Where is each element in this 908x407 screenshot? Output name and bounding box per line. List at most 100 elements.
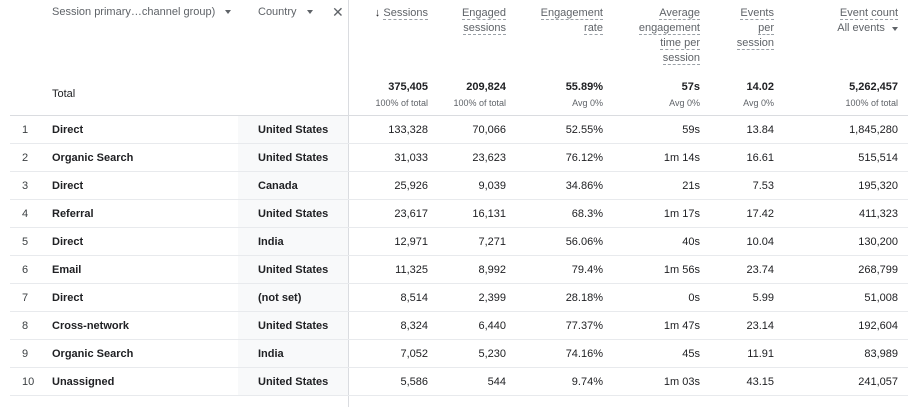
row-index: 7 (22, 292, 29, 304)
table-row[interactable]: 5 Direct India 12,971 7,271 56.06% 40s 10.04 130… (10, 228, 908, 256)
metric-header-event-count[interactable]: Event count All events (800, 6, 898, 36)
row-channel-group: Email (52, 264, 82, 276)
row-engaged-sessions: 9,039 (478, 180, 506, 192)
row-index: 1 (22, 124, 29, 136)
row-event-count: 130,200 (858, 236, 898, 248)
row-events-per-session: 16.61 (746, 152, 774, 164)
row-country: (not set) (258, 292, 302, 304)
row-sessions: 7,052 (400, 348, 428, 360)
table-row[interactable]: 8 Cross-network United States 8,324 6,440 77.… (10, 312, 908, 340)
total-value: 209,824 (466, 81, 506, 93)
total-event-count: 5,262,457 100% of total (800, 80, 898, 109)
row-sessions: 5,586 (400, 376, 428, 388)
row-engaged-sessions: 16,131 (472, 208, 506, 220)
row-events-per-session: 17.42 (746, 208, 774, 220)
row-engagement-rate: 52.55% (565, 124, 603, 136)
dimension-header-channel-group[interactable]: Session primary…channel group) (52, 6, 232, 18)
row-avg-engagement-time: 0s (688, 292, 700, 304)
row-avg-engagement-time: 40s (682, 236, 700, 248)
row-sessions: 8,324 (400, 320, 428, 332)
row-events-per-session: 23.14 (746, 320, 774, 332)
total-subtext: 100% of total (845, 98, 898, 108)
metric-header-label: per (758, 22, 774, 35)
metric-header-label: Events (740, 7, 774, 20)
metric-header-events-per-session[interactable]: Events per session (720, 6, 774, 51)
table-row[interactable]: 3 Direct Canada 25,926 9,039 34.86% 21s 7.53 195… (10, 172, 908, 200)
row-country: India (258, 236, 284, 248)
row-channel-group: Direct (52, 236, 84, 248)
table-row[interactable]: 4 Referral United States 23,617 16,131 68.3% 1… (10, 200, 908, 228)
dimension-column-shade (238, 116, 348, 396)
row-country: United States (258, 152, 329, 164)
row-engagement-rate: 68.3% (571, 208, 603, 220)
row-engaged-sessions: 23,623 (472, 152, 506, 164)
row-channel-group: Direct (52, 180, 84, 192)
metric-header-label: Event count (839, 7, 898, 20)
row-engaged-sessions: 8,992 (478, 264, 506, 276)
total-label: Total (52, 88, 76, 100)
metric-header-label: rate (584, 22, 603, 35)
row-country: United States (258, 124, 329, 136)
table-row[interactable]: 6 Email United States 11,325 8,992 79.4% 1m 56… (10, 256, 908, 284)
row-event-count: 83,989 (864, 348, 898, 360)
row-event-count: 51,008 (864, 292, 898, 304)
event-filter-dropdown[interactable]: All events (837, 22, 898, 34)
chevron-down-icon (225, 10, 232, 14)
row-event-count: 195,320 (858, 180, 898, 192)
metric-header-label: Engagement (540, 7, 603, 20)
total-value: 14.02 (746, 81, 774, 93)
row-engaged-sessions: 544 (487, 376, 506, 388)
total-value: 55.89% (565, 81, 603, 93)
metric-header-label: sessions (463, 22, 506, 35)
row-engaged-sessions: 7,271 (478, 236, 506, 248)
table-row[interactable]: 1 Direct United States 133,328 70,066 52.55% 5… (10, 116, 908, 144)
table-header: Session primary…channel group) Country ✕… (10, 0, 908, 116)
row-events-per-session: 7.53 (752, 180, 774, 192)
table-row[interactable]: 9 Organic Search India 7,052 5,230 74.16% 45s 1… (10, 340, 908, 368)
row-sessions: 25,926 (394, 180, 428, 192)
total-value: 375,405 (388, 81, 428, 93)
total-events-per-session: 14.02 Avg 0% (704, 80, 774, 109)
metric-header-label: Engaged (461, 7, 506, 20)
metric-header-sessions[interactable]: ↓ Sessions (368, 6, 428, 21)
row-index: 3 (22, 180, 29, 192)
metric-header-engaged-sessions[interactable]: Engaged sessions (446, 6, 506, 36)
row-engaged-sessions: 70,066 (472, 124, 506, 136)
table-row[interactable]: 10 Unassigned United States 5,586 544 9.74% 1m… (10, 368, 908, 396)
row-events-per-session: 11.91 (747, 348, 774, 360)
table-row[interactable]: 7 Direct (not set) 8,514 2,399 28.18% 0s 5.99 51… (10, 284, 908, 312)
row-country: United States (258, 376, 329, 388)
row-engagement-rate: 77.37% (565, 320, 603, 332)
row-engagement-rate: 56.06% (565, 236, 603, 248)
metric-header-label: session (662, 52, 700, 65)
row-events-per-session: 23.74 (746, 264, 774, 276)
metric-header-avg-engagement-time[interactable]: Average engagement time per session (620, 6, 700, 66)
row-event-count: 268,799 (858, 264, 898, 276)
chevron-down-icon (306, 10, 313, 14)
row-channel-group: Unassigned (52, 376, 115, 388)
row-avg-engagement-time: 1m 14s (663, 152, 700, 164)
table-row[interactable]: 2 Organic Search United States 31,033 23,623… (10, 144, 908, 172)
column-divider (348, 0, 349, 407)
dimension-header-label: Country (258, 6, 297, 18)
row-country: Canada (258, 180, 298, 192)
row-index: 8 (22, 320, 29, 332)
row-engagement-rate: 74.16% (565, 348, 603, 360)
total-value: 57s (681, 81, 700, 93)
row-country: India (258, 348, 284, 360)
total-subtext: Avg 0% (572, 98, 603, 108)
metric-header-engagement-rate[interactable]: Engagement rate (533, 6, 603, 36)
row-events-per-session: 13.84 (746, 124, 774, 136)
dimension-header-country[interactable]: Country (258, 6, 313, 18)
close-icon[interactable]: ✕ (332, 4, 344, 20)
row-event-count: 192,604 (858, 320, 898, 332)
row-engagement-rate: 34.86% (565, 180, 603, 192)
row-event-count: 411,323 (859, 208, 898, 220)
dimension-header-label: Session primary…channel group) (52, 6, 216, 18)
row-sessions: 8,514 (400, 292, 428, 304)
row-index: 9 (22, 348, 29, 360)
row-engagement-rate: 76.12% (565, 152, 603, 164)
row-sessions: 133,328 (388, 124, 428, 136)
row-sessions: 31,033 (394, 152, 428, 164)
report-table: Session primary…channel group) Country ✕… (10, 0, 908, 396)
